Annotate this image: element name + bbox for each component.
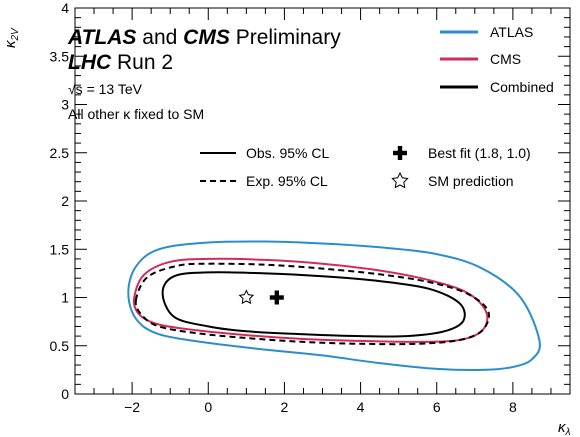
x-axis-ticks: −2 0 2 4 6 8 — [74, 8, 571, 415]
y-axis-title-main: κ — [2, 39, 19, 48]
y-tick-label: 2.5 — [50, 145, 70, 161]
title-cms: CMS — [183, 26, 230, 49]
contour-combined-exp — [134, 262, 490, 346]
y-tick-label: 3 — [61, 97, 69, 113]
best-fit-marker — [269, 290, 284, 305]
x-tick-label: 6 — [433, 399, 441, 415]
legend-label-combined: Combined — [490, 79, 554, 95]
y-tick-label: 1 — [61, 290, 69, 306]
contour-cms-obs — [132, 257, 489, 343]
contour-layer — [127, 240, 541, 372]
x-tick-label: 4 — [357, 399, 365, 415]
title-and: and — [142, 26, 177, 49]
x-tick-label: 8 — [509, 399, 517, 415]
legend-sm-star-icon — [391, 171, 409, 189]
x-axis-title-sub: λ — [565, 427, 571, 437]
title-line-1: ATLAS and CMS Preliminary — [67, 26, 341, 49]
fixed-kappa-label: All other κ fixed to SM — [68, 106, 204, 122]
y-tick-label: 0.5 — [50, 338, 70, 354]
y-tick-label: 4 — [61, 0, 69, 16]
x-axis-title: κλ — [558, 419, 571, 437]
legend-label-obs: Obs. 95% CL — [246, 145, 329, 161]
x-tick-label: 0 — [204, 399, 212, 415]
legend-label-atlas: ATLAS — [490, 24, 533, 40]
x-axis-title-main: κ — [558, 419, 567, 436]
legend-label-sm: SM prediction — [428, 173, 514, 189]
color-legend: ATLAS CMS Combined — [440, 24, 554, 95]
title-preliminary: Preliminary — [236, 26, 342, 49]
title-atlas: ATLAS — [67, 26, 136, 49]
legend-label-best-fit: Best fit (1.8, 1.0) — [428, 145, 531, 161]
marker-layer — [238, 289, 284, 305]
y-axis-ticks: 0 0.5 1 1.5 2 2.5 3 3.5 4 — [50, 0, 570, 402]
energy-label: √s = 13 TeV — [68, 81, 143, 97]
legend-label-cms: CMS — [490, 51, 521, 67]
x-tick-label: −2 — [124, 399, 140, 415]
y-tick-label: 2 — [61, 193, 69, 209]
sm-prediction-marker — [238, 289, 255, 305]
title-lhc: LHC — [68, 51, 112, 74]
style-legend: Obs. 95% CL Exp. 95% CL Best fit (1.8, 1… — [200, 145, 531, 189]
contour-combined-obs — [161, 271, 466, 338]
title-line-2: LHC Run 2 — [68, 51, 173, 74]
title-run: Run 2 — [117, 51, 173, 74]
y-tick-label: 1.5 — [50, 241, 70, 257]
y-axis-title-sub: 2V — [10, 27, 21, 42]
contour-atlas-obs — [127, 240, 541, 372]
x-tick-label: 2 — [281, 399, 289, 415]
y-axis-title: κ2V — [2, 27, 21, 48]
y-tick-label: 3.5 — [50, 48, 70, 64]
legend-label-exp: Exp. 95% CL — [246, 173, 328, 189]
legend-best-fit-cross-icon — [393, 146, 407, 160]
y-tick-label: 0 — [61, 386, 69, 402]
